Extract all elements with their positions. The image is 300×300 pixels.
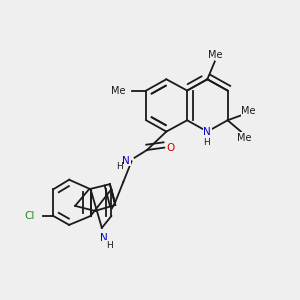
Text: H: H bbox=[203, 138, 210, 147]
Text: Me: Me bbox=[237, 133, 251, 142]
Text: Me: Me bbox=[208, 50, 222, 60]
Text: Me: Me bbox=[111, 85, 125, 96]
Text: N: N bbox=[203, 127, 211, 136]
Text: Cl: Cl bbox=[24, 211, 35, 221]
Text: Me: Me bbox=[241, 106, 256, 116]
Text: N: N bbox=[122, 156, 130, 166]
Text: N: N bbox=[100, 233, 108, 243]
Text: H: H bbox=[116, 162, 123, 171]
Text: O: O bbox=[167, 142, 175, 153]
Text: H: H bbox=[106, 241, 113, 250]
